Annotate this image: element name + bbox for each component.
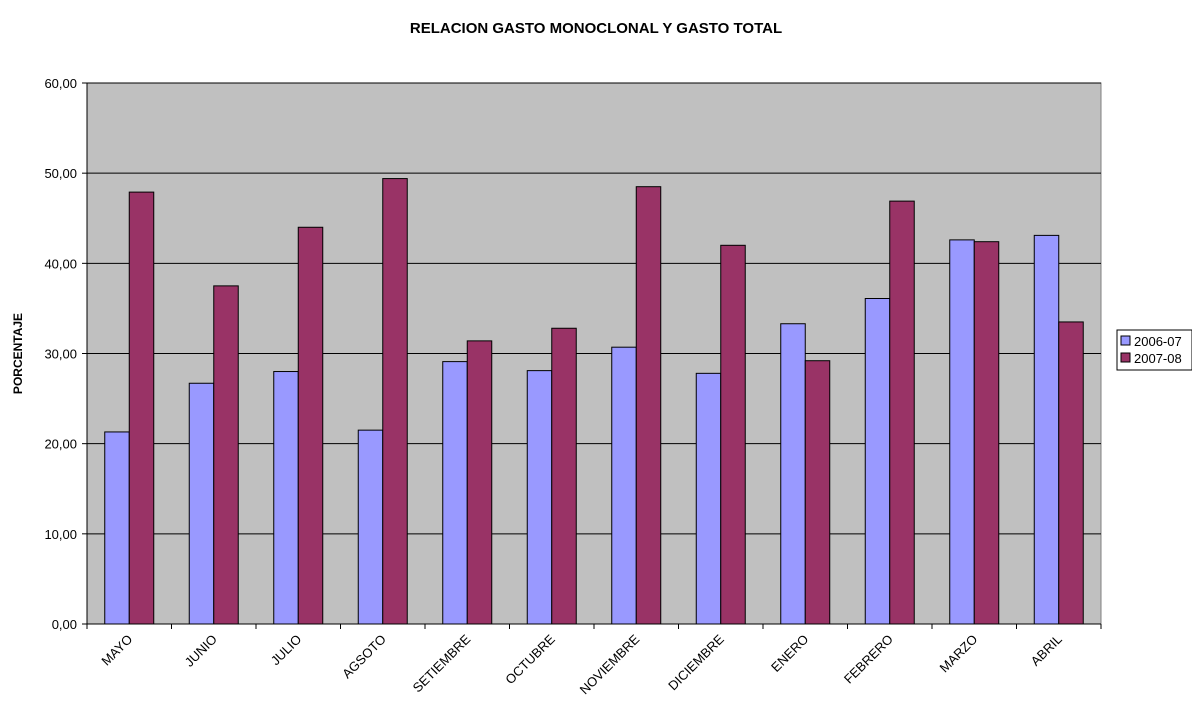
- y-tick-label: 40,00: [44, 256, 77, 271]
- bars: [104, 178, 1084, 625]
- legend-label: 2007-08: [1134, 351, 1182, 366]
- bar-2007-08: [213, 285, 239, 625]
- bar-2007-08: [382, 178, 408, 625]
- gridlines: [87, 82, 1101, 535]
- bar-2007-08: [128, 191, 155, 625]
- x-category-label: OCTUBRE: [502, 631, 558, 687]
- y-tick-label: 0,00: [52, 617, 77, 632]
- y-tick-label: 10,00: [44, 527, 77, 542]
- x-category-labels: MAYO JUNIO JULIO AGSOTO SETIEMBRE OCTUBRE NOVI…: [98, 631, 1065, 697]
- x-category-label: NOVIEMBRE: [577, 631, 643, 697]
- bar-2006-07: [949, 239, 975, 625]
- x-category-label: ENERO: [768, 632, 811, 675]
- legend-swatch: [1120, 335, 1131, 346]
- bar-2007-08: [889, 200, 915, 625]
- x-category-label: ABRIL: [1028, 632, 1065, 669]
- x-category-label: MARZO: [937, 632, 981, 676]
- bar-2007-08: [720, 244, 746, 625]
- legend-box: [1116, 329, 1192, 371]
- y-tick-labels: 0,00 10,00 20,00 30,00 40,00 50,00 60,00: [44, 76, 77, 632]
- y-axis-label: PORCENTAJE: [11, 313, 25, 394]
- bar-2006-07: [188, 382, 215, 625]
- chart-title: RELACION GASTO MONOCLONAL Y GASTO TOTAL: [409, 20, 783, 37]
- axes: [82, 82, 1102, 629]
- bar-2006-07: [864, 297, 891, 625]
- x-category-label: AGSOTO: [339, 632, 389, 682]
- bar-2007-08: [804, 360, 831, 625]
- y-tick-label: 30,00: [44, 347, 77, 362]
- x-category-label: SETIEMBRE: [410, 631, 474, 695]
- x-category-label: JUNIO: [182, 632, 220, 670]
- x-category-label: DICIEMBRE: [665, 631, 727, 693]
- bar-2007-08: [1058, 321, 1084, 625]
- bar-2007-08: [973, 241, 1000, 625]
- bar-2006-07: [695, 372, 722, 625]
- y-tick-label: 60,00: [44, 76, 77, 91]
- bar-2006-07: [442, 361, 468, 625]
- legend-label: 2006-07: [1134, 334, 1182, 349]
- bar-2006-07: [357, 429, 384, 625]
- bar-2006-07: [104, 431, 130, 625]
- x-category-label: JULIO: [268, 632, 305, 669]
- y-tick-label: 50,00: [44, 166, 77, 181]
- bar-2007-08: [297, 226, 324, 625]
- y-tick-label: 20,00: [44, 437, 77, 452]
- bar-2007-08: [551, 327, 577, 625]
- bar-2007-08: [635, 186, 662, 625]
- legend-swatch: [1120, 352, 1131, 363]
- x-category-label: FEBRERO: [841, 632, 896, 687]
- x-category-label: MAYO: [98, 632, 135, 669]
- legend: 2006-07 2007-08: [1116, 329, 1192, 371]
- bar-2007-08: [466, 340, 493, 625]
- bar-2006-07: [1033, 234, 1060, 625]
- bar-2006-07: [526, 370, 553, 625]
- bar-2006-07: [273, 371, 299, 625]
- bar-2006-07: [611, 346, 637, 625]
- bar-2006-07: [780, 323, 806, 625]
